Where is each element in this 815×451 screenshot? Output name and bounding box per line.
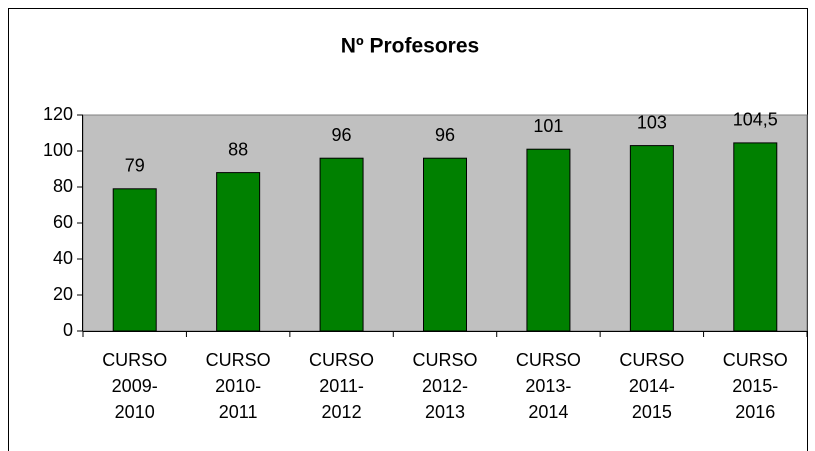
y-tick-label: 60 xyxy=(53,212,73,232)
data-label: 101 xyxy=(533,116,563,136)
y-tick-label: 100 xyxy=(43,140,73,160)
chart-title: Nº Profesores xyxy=(341,35,479,58)
y-tick-label: 20 xyxy=(53,284,73,304)
data-label: 88 xyxy=(228,139,248,159)
x-tick-label: CURSO 2010-2011 xyxy=(205,350,271,422)
data-label: 96 xyxy=(435,125,455,145)
bar xyxy=(319,157,364,332)
x-tick-label: CURSO 2012-2013 xyxy=(412,350,478,422)
data-label: 79 xyxy=(125,156,145,176)
bar xyxy=(733,142,778,332)
data-label: 103 xyxy=(637,112,667,132)
y-tick-label: 40 xyxy=(53,248,73,268)
bar xyxy=(112,188,157,332)
x-tick-label: CURSO 2013-2014 xyxy=(515,350,581,422)
bar xyxy=(216,172,261,332)
bar xyxy=(423,157,467,332)
y-tick-label: 80 xyxy=(53,176,73,196)
bar xyxy=(629,145,674,332)
x-tick-label: CURSO 2014-2015 xyxy=(619,350,685,422)
y-tick-label: 0 xyxy=(63,320,73,340)
bar xyxy=(526,148,571,332)
x-tick-label: CURSO 2015-2016 xyxy=(722,350,788,422)
x-tick-label: CURSO 2011-2012 xyxy=(309,350,375,422)
y-tick-label: 120 xyxy=(43,104,73,124)
data-label: 104,5 xyxy=(733,110,778,130)
data-label: 96 xyxy=(332,125,352,145)
x-tick-label: CURSO 2009-2010 xyxy=(102,350,168,422)
